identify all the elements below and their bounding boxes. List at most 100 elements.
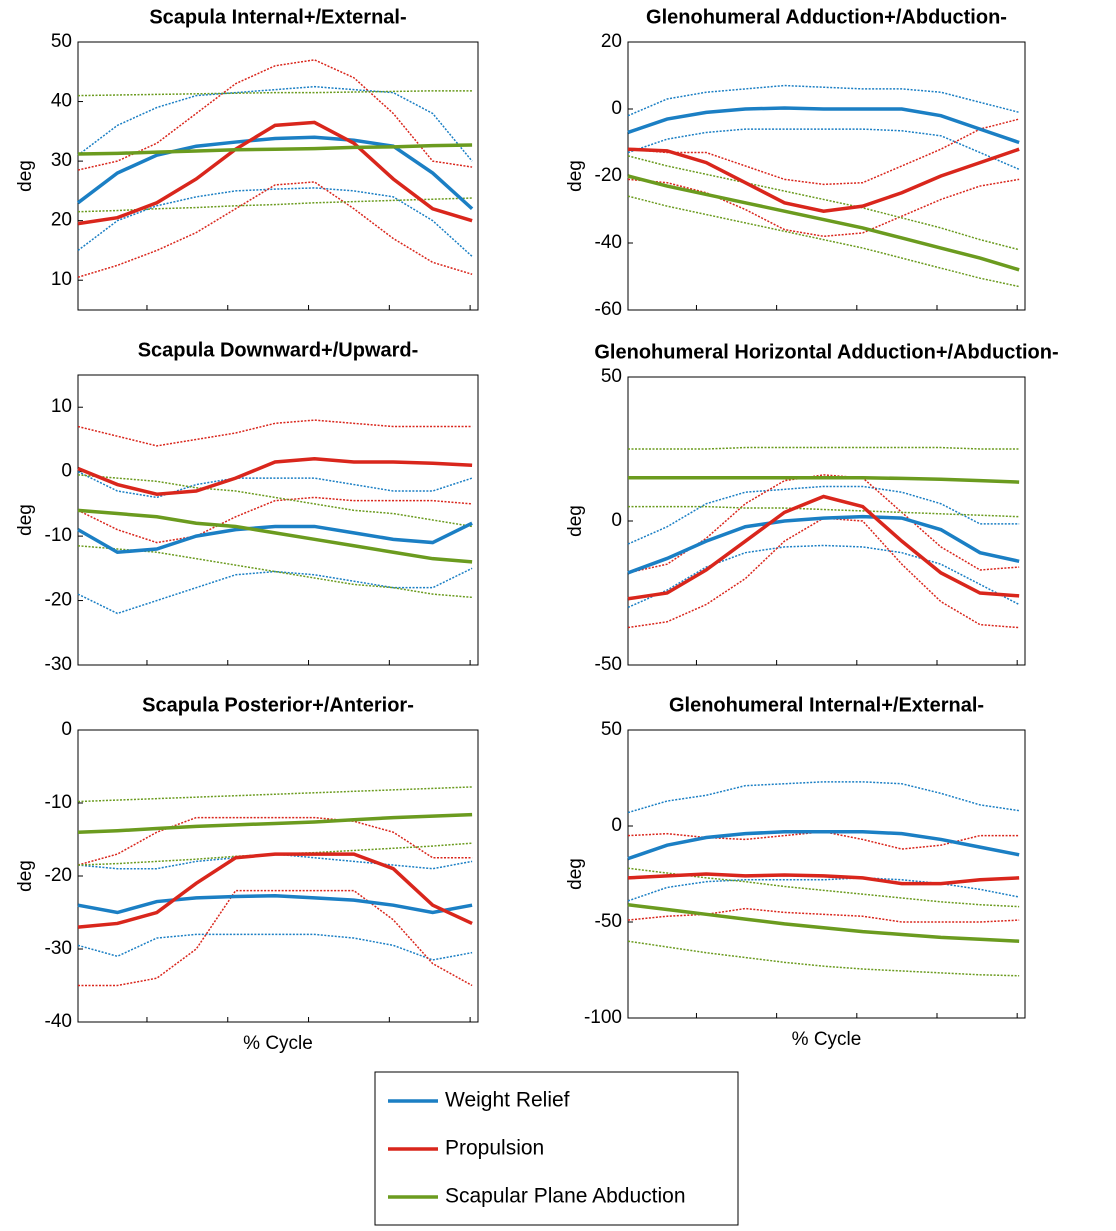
y-tick-label: -20 [45, 590, 72, 611]
mean-line [77, 521, 473, 555]
band-upper [77, 786, 473, 803]
plot-frame [77, 41, 479, 311]
band-upper [77, 419, 473, 447]
band-upper [628, 446, 1020, 450]
mean-line [77, 893, 473, 915]
band-lower [627, 544, 1020, 609]
band-lower [627, 940, 1020, 977]
plot-frame [627, 729, 1026, 1019]
y-axis-label: deg [565, 160, 586, 192]
y-axis-label: deg [15, 160, 36, 192]
y-tick-label: -10 [45, 525, 72, 546]
chart-title: Glenohumeral Adduction+/Abduction- [646, 6, 1007, 28]
mean-line [627, 514, 1020, 575]
mean-line [77, 143, 473, 156]
mean-line [627, 147, 1020, 213]
band-upper [627, 84, 1020, 117]
y-tick-label: -50 [595, 654, 622, 675]
chart-title: Scapula Downward+/Upward- [138, 339, 419, 361]
band-lower [77, 933, 473, 961]
x-axis-label: % Cycle [792, 1029, 862, 1050]
chart-title: Scapula Posterior+/Anterior- [142, 694, 414, 716]
band-lower [627, 178, 1020, 238]
y-tick-label: -10 [45, 792, 72, 813]
band-lower [77, 496, 473, 544]
y-tick-label: -100 [584, 1007, 622, 1028]
band-upper [627, 485, 1020, 545]
mean-line [627, 174, 1020, 272]
y-tick-label: -60 [595, 299, 622, 320]
y-tick-label: 20 [601, 31, 622, 52]
y-axis-label: deg [565, 858, 586, 890]
y-tick-label: -30 [45, 654, 72, 675]
band-upper [77, 853, 473, 870]
band-upper [77, 816, 473, 866]
mean-line [627, 494, 1020, 601]
band-lower [627, 907, 1020, 923]
band-lower [627, 195, 1020, 288]
band-lower [77, 181, 473, 278]
mean-line [627, 106, 1020, 145]
band-lower [77, 197, 473, 213]
chart-title: Glenohumeral Horizontal Adduction+/Abduc… [594, 341, 1058, 363]
mean-line [627, 902, 1020, 943]
y-tick-label: 0 [611, 815, 622, 836]
band-lower [78, 889, 473, 987]
band-upper [77, 85, 473, 162]
plot-frame [77, 729, 479, 1023]
y-tick-label: -40 [45, 1011, 72, 1032]
band-lower [628, 505, 1020, 518]
mean-line [627, 830, 1020, 861]
y-tick-label: 50 [51, 31, 72, 52]
mean-line [77, 508, 473, 564]
y-tick-label: -20 [595, 165, 622, 186]
legend-label: Scapular Plane Abduction [445, 1185, 686, 1208]
y-axis-label: deg [15, 504, 36, 536]
chart-title: Glenohumeral Internal+/External- [669, 694, 984, 716]
y-tick-label: 50 [601, 719, 622, 740]
plot-frame [627, 41, 1026, 311]
chart-title: Scapula Internal+/External- [149, 6, 406, 28]
y-tick-label: 40 [51, 91, 72, 112]
band-lower [77, 567, 473, 615]
y-axis-label: deg [15, 860, 36, 892]
y-tick-label: 20 [51, 210, 72, 231]
band-lower [77, 187, 473, 257]
band-upper [627, 867, 1020, 908]
band-upper [77, 59, 473, 171]
mean-line [76, 135, 474, 211]
band-lower [627, 877, 1020, 902]
y-tick-label: 0 [61, 461, 72, 482]
band-upper [627, 118, 1020, 186]
legend-label: Propulsion [445, 1137, 544, 1160]
y-tick-label: -30 [45, 938, 72, 959]
band-upper [627, 474, 1020, 574]
band-upper [627, 155, 1020, 251]
y-tick-label: 10 [51, 396, 72, 417]
plot-frame [77, 374, 479, 666]
mean-line [77, 120, 473, 226]
y-tick-label: 30 [51, 150, 72, 171]
x-axis-label: % Cycle [243, 1033, 313, 1054]
mean-line [627, 872, 1020, 886]
y-tick-label: 0 [611, 98, 622, 119]
band-upper [627, 781, 1020, 814]
plot-frame [627, 376, 1026, 666]
y-tick-label: -50 [595, 911, 622, 932]
mean-line [77, 852, 473, 929]
legend-label: Weight Relief [445, 1089, 570, 1112]
y-tick-label: 50 [601, 366, 622, 387]
y-tick-label: -20 [45, 865, 72, 886]
band-lower [627, 517, 1020, 629]
band-upper [77, 90, 473, 97]
y-tick-label: -40 [595, 232, 622, 253]
y-tick-label: 10 [51, 269, 72, 290]
mean-line [77, 812, 473, 834]
mean-line [77, 457, 473, 496]
y-tick-label: 0 [61, 719, 72, 740]
mean-line [628, 476, 1020, 484]
y-axis-label: deg [565, 505, 586, 537]
band-lower [627, 128, 1020, 170]
band-upper [77, 470, 473, 499]
